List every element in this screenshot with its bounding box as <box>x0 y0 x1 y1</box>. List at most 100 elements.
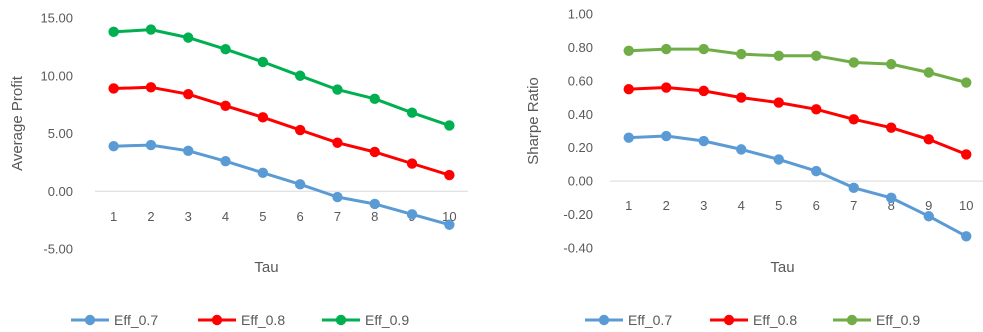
data-point <box>220 100 231 111</box>
x-tick-label: 8 <box>888 198 895 213</box>
x-tick-label: 3 <box>185 209 192 224</box>
series-line <box>627 86 968 156</box>
data-point <box>961 77 972 88</box>
data-point <box>444 169 455 181</box>
legend-label: Eff_0.9 <box>876 312 920 328</box>
data-point <box>332 191 343 203</box>
data-point <box>220 43 231 55</box>
data-point <box>108 83 119 94</box>
legend-marker <box>335 314 347 326</box>
x-axis-title: Tau <box>254 259 278 276</box>
x-tick-label: 7 <box>334 209 341 224</box>
x-tick-label: 1 <box>110 209 117 224</box>
y-tick-label: 15.00 <box>40 11 73 26</box>
series-Eff_0.7 <box>108 139 455 230</box>
x-tick-label: 5 <box>259 209 266 224</box>
data-point <box>369 198 380 210</box>
data-point <box>923 211 934 222</box>
data-point <box>698 135 709 147</box>
series-Eff_0.9 <box>623 43 972 88</box>
x-tick-label: 4 <box>738 198 745 213</box>
x-axis-title: Tau <box>770 259 794 276</box>
data-point <box>661 130 672 142</box>
data-point <box>257 56 269 68</box>
data-point <box>886 122 897 133</box>
data-point <box>183 32 194 43</box>
data-point <box>773 97 784 108</box>
x-tick-label: 5 <box>775 198 782 213</box>
data-point <box>736 92 747 103</box>
legend-label: Eff_0.8 <box>753 312 797 328</box>
data-point <box>661 82 672 93</box>
data-point <box>332 84 343 95</box>
series-line <box>112 28 451 127</box>
x-tick-label: 10 <box>442 209 456 224</box>
data-point <box>406 158 418 169</box>
data-point <box>183 89 194 100</box>
legend-label: Eff_0.9 <box>365 312 409 328</box>
data-point <box>773 50 784 61</box>
data-point <box>369 146 380 158</box>
series-Eff_0.7 <box>623 130 972 242</box>
y-tick-label: 0.20 <box>568 140 593 155</box>
data-point <box>923 134 934 145</box>
x-tick-label: 6 <box>297 209 304 224</box>
series-line <box>627 134 968 238</box>
x-tick-label: 6 <box>813 198 820 213</box>
data-point <box>923 67 934 78</box>
x-tick-label: 4 <box>222 209 229 224</box>
y-axis-title: Sharpe Ratio <box>525 77 542 165</box>
x-tick-label: 2 <box>147 209 154 224</box>
data-point <box>811 104 822 115</box>
data-point <box>773 154 784 165</box>
y-tick-label: 0.60 <box>568 73 593 88</box>
data-point <box>257 167 269 178</box>
legend-label: Eff_0.7 <box>114 312 158 328</box>
data-point <box>961 231 972 242</box>
y-tick-label: 0.00 <box>48 184 73 199</box>
data-point <box>108 26 119 38</box>
x-tick-label: 9 <box>925 198 932 213</box>
series-line <box>112 143 451 227</box>
series-line <box>627 47 968 84</box>
y-tick-label: 1.00 <box>568 7 593 22</box>
y-tick-label: 0.00 <box>568 174 593 189</box>
series-Eff_0.8 <box>623 82 972 160</box>
data-point <box>848 114 859 125</box>
data-point <box>736 144 747 155</box>
x-tick-label: 3 <box>700 198 707 213</box>
data-point <box>369 93 380 105</box>
data-point <box>661 43 672 55</box>
data-point <box>183 145 194 157</box>
x-tick-label: 10 <box>959 198 973 213</box>
data-point <box>623 84 634 95</box>
data-point <box>294 70 306 81</box>
data-point <box>698 85 709 97</box>
legend-marker <box>598 314 610 326</box>
legend-item: Eff_0.7 <box>71 312 158 328</box>
legend-item: Eff_0.8 <box>198 312 285 328</box>
legend-marker <box>846 314 858 326</box>
y-axis-title: Average Profit <box>9 75 26 171</box>
y-tick-label: 10.00 <box>40 68 73 83</box>
legend-label: Eff_0.8 <box>241 312 285 328</box>
y-tick-label: -0.20 <box>563 207 593 222</box>
legend-marker <box>84 314 96 326</box>
data-point <box>811 50 822 61</box>
data-point <box>444 120 455 131</box>
legend-item: Eff_0.8 <box>710 312 797 328</box>
data-point <box>848 182 859 194</box>
data-point <box>623 45 634 56</box>
legend-marker <box>211 314 223 326</box>
data-point <box>220 156 231 167</box>
data-point <box>406 107 418 118</box>
data-point <box>736 48 747 60</box>
legend-item: Eff_0.9 <box>833 312 920 328</box>
y-tick-label: 0.40 <box>568 107 593 122</box>
data-point <box>811 165 822 177</box>
y-tick-label: -0.40 <box>563 241 593 256</box>
data-point <box>406 209 418 220</box>
series-Eff_0.8 <box>108 82 455 181</box>
legend-marker <box>723 314 735 326</box>
